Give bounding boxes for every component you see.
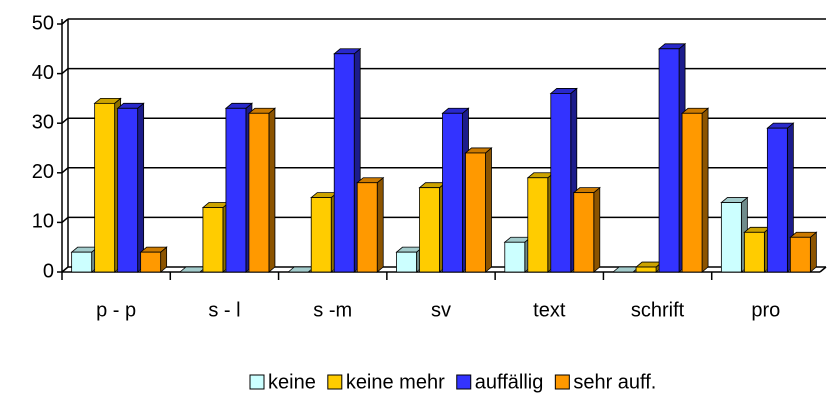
grid-diag [61, 266, 69, 273]
bar-front [504, 241, 526, 273]
bar-front [333, 53, 355, 273]
bar-front [527, 177, 549, 273]
bar-front [465, 152, 486, 273]
grid-diag [61, 167, 69, 174]
legend-label: keine [268, 371, 316, 393]
y-tick-label: 30 [32, 111, 54, 133]
bar-front [225, 107, 247, 273]
legend-swatch [456, 374, 472, 390]
bar [310, 191, 339, 273]
bar-front [658, 48, 680, 273]
x-tick-label: s - l [208, 299, 240, 321]
bar-front [442, 112, 463, 273]
bar [572, 186, 601, 273]
bar [93, 97, 122, 273]
bar-front [550, 93, 572, 273]
y-tick-label: 50 [32, 12, 54, 34]
bar [634, 261, 664, 273]
legend-swatch [554, 374, 570, 390]
bar [356, 176, 385, 273]
grid-diag [61, 18, 69, 25]
x-tick-label: schrift [631, 299, 685, 321]
x-tick-label: sv [431, 299, 451, 321]
x-tick-label: s -m [313, 299, 352, 321]
bar-side [593, 186, 601, 273]
grid-diag [61, 216, 69, 223]
bar-front [140, 251, 162, 273]
bar-front [789, 236, 811, 273]
y-tick-label: 10 [32, 211, 54, 233]
bar [549, 87, 578, 273]
y-tick-label: 40 [32, 62, 54, 84]
bar-front [310, 197, 332, 273]
bar-front [94, 102, 116, 273]
x-tick-label: p - p [96, 299, 136, 321]
y-tick-label: 0 [43, 260, 54, 282]
legend-label: auffällig [475, 371, 544, 393]
bar [503, 236, 532, 273]
legend-swatch [327, 374, 343, 390]
grid-diag [61, 117, 69, 124]
bar [743, 226, 772, 273]
bar-front [356, 182, 378, 273]
bar-front [681, 112, 703, 273]
grid-diag [61, 68, 69, 75]
bar-side [268, 107, 276, 273]
x-axis-right [819, 266, 827, 273]
x-tick-label: pro [751, 299, 780, 321]
bar-front [117, 107, 139, 273]
bar [395, 246, 424, 273]
legend-label: keine mehr [346, 371, 445, 393]
bar [224, 102, 254, 273]
bar [441, 107, 470, 273]
bar-side [701, 107, 709, 273]
bar [139, 246, 168, 273]
legend-swatch [249, 374, 265, 390]
bar [657, 42, 687, 273]
bar [70, 246, 99, 273]
bar [116, 102, 145, 273]
bar-front [573, 192, 595, 273]
bar [464, 147, 493, 273]
bar-front [743, 231, 765, 273]
bar [247, 107, 277, 273]
bar-side [809, 231, 817, 273]
bar-side [485, 147, 492, 273]
y-tick-label: 20 [32, 161, 54, 183]
bar [418, 181, 447, 273]
bar [766, 122, 795, 273]
bar-front [720, 202, 742, 273]
bar [333, 47, 362, 273]
bar [201, 201, 231, 273]
bar-front [635, 266, 657, 273]
bar-front [419, 187, 440, 273]
bar-side [376, 176, 384, 273]
bar [526, 171, 555, 273]
bar-front [766, 127, 788, 273]
bar [789, 231, 818, 273]
bar-front [202, 207, 224, 273]
bar [720, 196, 749, 273]
legend-label: sehr auff. [573, 371, 656, 393]
bar-front [71, 251, 93, 273]
bar-front [396, 251, 417, 273]
bar-side [137, 102, 145, 273]
x-tick-label: text [533, 299, 566, 321]
bar-front [248, 112, 270, 273]
bar [680, 107, 710, 273]
